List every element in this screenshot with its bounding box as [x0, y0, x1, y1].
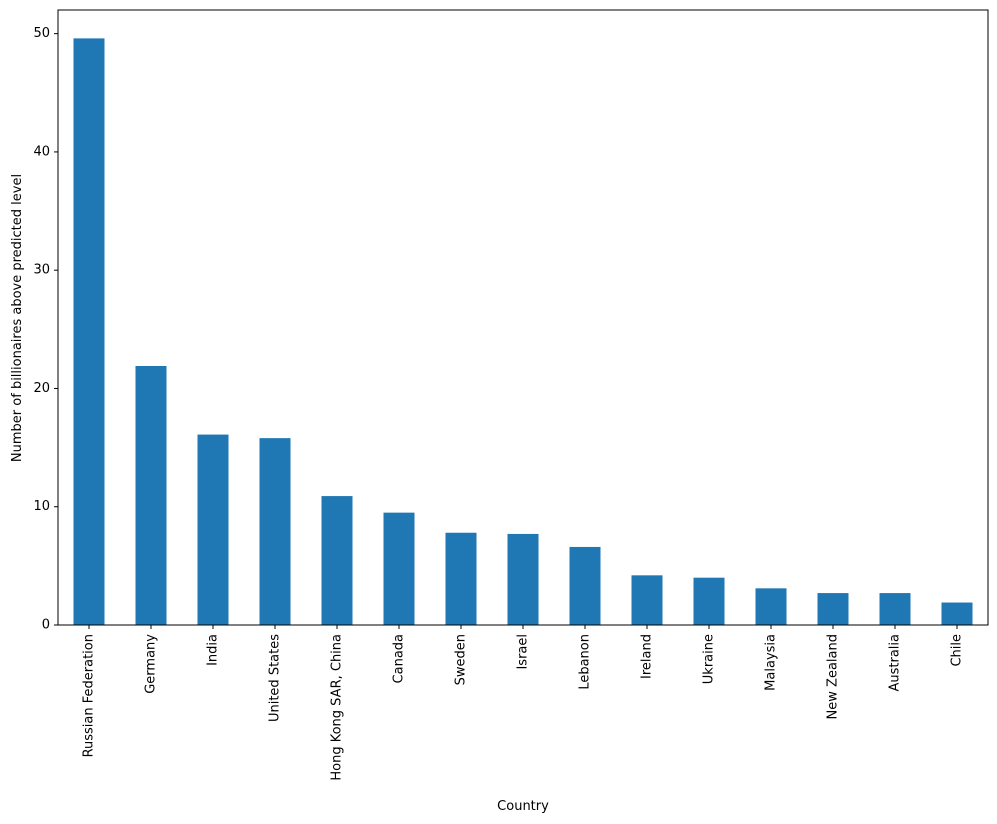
y-axis-label: Number of billionaires above predicted l…	[10, 174, 25, 462]
x-tick-label: Israel	[516, 634, 531, 670]
x-tick-label: Hong Kong SAR, China	[330, 634, 345, 781]
bar	[879, 593, 911, 625]
x-tick-label: Ireland	[640, 634, 655, 679]
x-tick-label: Lebanon	[578, 634, 593, 690]
bar	[631, 575, 663, 625]
bar	[259, 438, 291, 625]
y-tick-label: 10	[33, 499, 50, 514]
x-tick-label: Russian Federation	[82, 634, 97, 757]
x-tick-label: Sweden	[454, 634, 469, 685]
bar	[445, 532, 477, 625]
x-tick-label: India	[206, 634, 221, 666]
x-tick-label: Malaysia	[764, 634, 779, 691]
x-tick-label: Australia	[888, 634, 903, 692]
plot-frame	[57, 9, 989, 626]
bar	[817, 593, 849, 625]
y-tick-label: 20	[33, 381, 50, 396]
x-tick-label: Chile	[950, 634, 965, 667]
bar	[755, 588, 787, 625]
y-tick-label: 30	[33, 263, 50, 278]
bar	[569, 546, 601, 625]
y-tick-label: 40	[33, 144, 50, 159]
bar	[321, 496, 353, 625]
x-tick-label: New Zealand	[826, 634, 841, 719]
x-tick-label: Ukraine	[702, 634, 717, 684]
y-tick-label: 0	[42, 618, 50, 633]
bar	[693, 577, 725, 625]
bar	[507, 533, 539, 625]
x-tick-label: Germany	[144, 634, 159, 694]
bar	[941, 602, 973, 625]
y-tick-label: 50	[33, 26, 50, 41]
bar	[135, 365, 167, 625]
bar	[197, 434, 229, 625]
x-axis-label: Country	[497, 799, 549, 814]
bar	[73, 38, 105, 625]
x-tick-label: Canada	[392, 634, 407, 683]
x-tick-label: United States	[268, 634, 283, 722]
bar	[383, 512, 415, 625]
